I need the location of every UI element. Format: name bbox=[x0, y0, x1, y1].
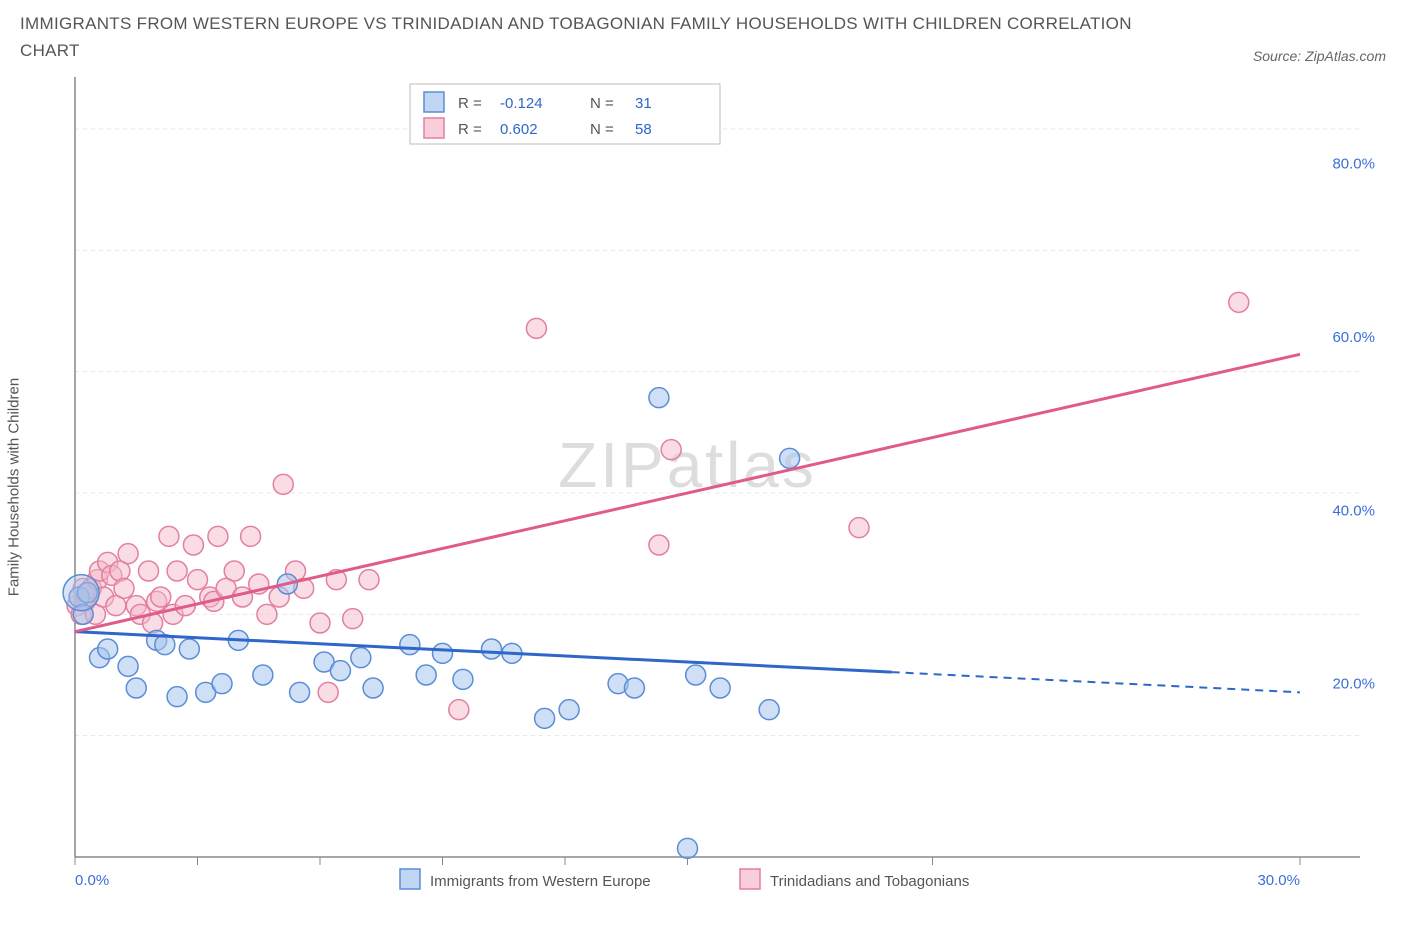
data-point bbox=[232, 587, 252, 607]
y-tick-label: 60.0% bbox=[1332, 329, 1375, 346]
data-point bbox=[63, 575, 99, 611]
data-point bbox=[98, 639, 118, 659]
data-point bbox=[759, 700, 779, 720]
legend-r-value: -0.124 bbox=[500, 95, 543, 112]
data-point bbox=[318, 683, 338, 703]
data-point bbox=[208, 527, 228, 547]
legend-box bbox=[410, 84, 720, 144]
data-point bbox=[183, 535, 203, 555]
legend-r-label: R = bbox=[458, 121, 482, 138]
legend-n-label: N = bbox=[590, 121, 614, 138]
legend-r-label: R = bbox=[458, 95, 482, 112]
data-point bbox=[710, 678, 730, 698]
data-point bbox=[780, 449, 800, 469]
data-point bbox=[224, 561, 244, 581]
chart-title: IMMIGRANTS FROM WESTERN EUROPE VS TRINID… bbox=[20, 10, 1140, 64]
data-point bbox=[559, 700, 579, 720]
data-point bbox=[1229, 293, 1249, 313]
data-point bbox=[433, 644, 453, 664]
x-tick-label: 30.0% bbox=[1257, 872, 1300, 889]
data-point bbox=[179, 639, 199, 659]
data-point bbox=[212, 674, 232, 694]
data-point bbox=[482, 639, 502, 659]
data-point bbox=[624, 678, 644, 698]
legend-r-value: 0.602 bbox=[500, 121, 538, 138]
data-point bbox=[139, 561, 159, 581]
data-point bbox=[273, 475, 293, 495]
y-tick-label: 80.0% bbox=[1332, 156, 1375, 173]
source-attribution: Source: ZipAtlas.com bbox=[1253, 48, 1386, 64]
data-point bbox=[126, 678, 146, 698]
data-point bbox=[118, 544, 138, 564]
data-point bbox=[449, 700, 469, 720]
data-point bbox=[310, 613, 330, 633]
data-point bbox=[363, 678, 383, 698]
data-point bbox=[167, 687, 187, 707]
legend-swatch bbox=[424, 92, 444, 112]
watermark: ZIPatlas bbox=[558, 429, 817, 501]
data-point bbox=[416, 665, 436, 685]
data-point bbox=[188, 570, 208, 590]
data-point bbox=[114, 579, 134, 599]
data-point bbox=[159, 527, 179, 547]
data-point bbox=[167, 561, 187, 581]
data-point bbox=[253, 665, 273, 685]
data-point bbox=[118, 657, 138, 677]
y-tick-label: 20.0% bbox=[1332, 676, 1375, 693]
data-point bbox=[849, 518, 869, 538]
legend-series-label: Trinidadians and Tobagonians bbox=[770, 873, 969, 890]
legend-n-label: N = bbox=[590, 95, 614, 112]
data-point bbox=[257, 605, 277, 625]
legend-series-label: Immigrants from Western Europe bbox=[430, 873, 651, 890]
data-point bbox=[290, 683, 310, 703]
data-point bbox=[453, 670, 473, 690]
chart-container: Family Households with Children ZIPatlas… bbox=[20, 72, 1386, 902]
data-point bbox=[686, 665, 706, 685]
data-point bbox=[351, 648, 371, 668]
legend-swatch bbox=[400, 869, 420, 889]
data-point bbox=[526, 319, 546, 339]
scatter-chart: ZIPatlas 0.0% 30.0% 20.0% 40.0% 60.0% 80.0% R =… bbox=[20, 72, 1386, 902]
data-point bbox=[330, 661, 350, 681]
x-tick-label: 0.0% bbox=[75, 872, 109, 889]
legend-n-value: 31 bbox=[635, 95, 652, 112]
data-point bbox=[241, 527, 261, 547]
data-point bbox=[535, 709, 555, 729]
data-point bbox=[400, 635, 420, 655]
legend-swatch bbox=[424, 118, 444, 138]
y-tick-label: 40.0% bbox=[1332, 503, 1375, 520]
trend-line-extrapolated bbox=[892, 672, 1300, 692]
y-axis-label: Family Households with Children bbox=[6, 378, 23, 596]
data-point bbox=[649, 535, 669, 555]
data-point bbox=[678, 839, 698, 859]
data-point bbox=[343, 609, 363, 629]
data-point bbox=[661, 440, 681, 460]
data-point bbox=[649, 388, 669, 408]
data-point bbox=[151, 587, 171, 607]
legend-n-value: 58 bbox=[635, 121, 652, 138]
legend-swatch bbox=[740, 869, 760, 889]
data-point bbox=[359, 570, 379, 590]
